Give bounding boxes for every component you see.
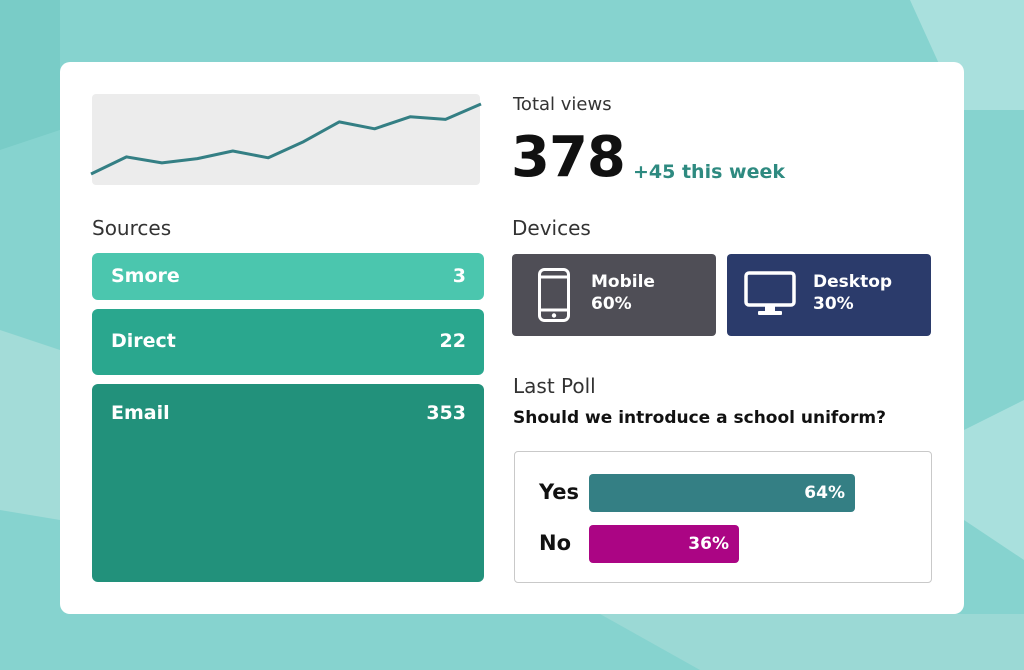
total-views-value: 378 <box>511 125 626 190</box>
source-row-smore[interactable]: Smore 3 <box>92 253 484 300</box>
source-count: 22 <box>439 330 466 352</box>
device-percent: 60% <box>591 294 632 314</box>
smartphone-icon <box>538 268 570 326</box>
poll-percent: 64% <box>804 483 845 503</box>
poll-percent: 36% <box>688 534 729 554</box>
device-tile-mobile: Mobile 60% <box>512 254 716 336</box>
devices-title: Devices <box>512 216 591 240</box>
desktop-monitor-icon <box>744 271 796 321</box>
poll-results: Yes 64% No 36% <box>514 451 932 583</box>
source-name: Direct <box>111 330 176 352</box>
source-row-email[interactable]: Email 353 <box>92 384 484 582</box>
poll-option-label: Yes <box>539 480 580 504</box>
poll-bar-no: 36% <box>589 525 739 563</box>
sparkline-chart <box>90 102 482 176</box>
poll-row-no[interactable]: No 36% <box>515 525 931 563</box>
device-name: Desktop <box>813 272 893 292</box>
device-percent: 30% <box>813 294 854 314</box>
sources-title: Sources <box>92 216 172 240</box>
poll-option-label: No <box>539 531 572 555</box>
sparkline-series <box>90 102 482 176</box>
poll-title: Last Poll <box>513 374 596 398</box>
source-row-direct[interactable]: Direct 22 <box>92 309 484 375</box>
device-tile-desktop: Desktop 30% <box>727 254 931 336</box>
total-views-label: Total views <box>513 94 612 115</box>
source-count: 353 <box>426 402 466 424</box>
source-name: Smore <box>111 265 180 287</box>
analytics-card: Total views 378 +45 this week Sources Sm… <box>60 62 964 614</box>
views-sparkline <box>90 94 482 185</box>
poll-question: Should we introduce a school uniform? <box>513 408 886 428</box>
poll-row-yes[interactable]: Yes 64% <box>515 474 931 512</box>
device-name: Mobile <box>591 272 655 292</box>
total-views-delta: +45 this week <box>633 161 785 183</box>
source-name: Email <box>111 402 170 424</box>
source-count: 3 <box>452 265 466 287</box>
poll-bar-yes: 64% <box>589 474 855 512</box>
